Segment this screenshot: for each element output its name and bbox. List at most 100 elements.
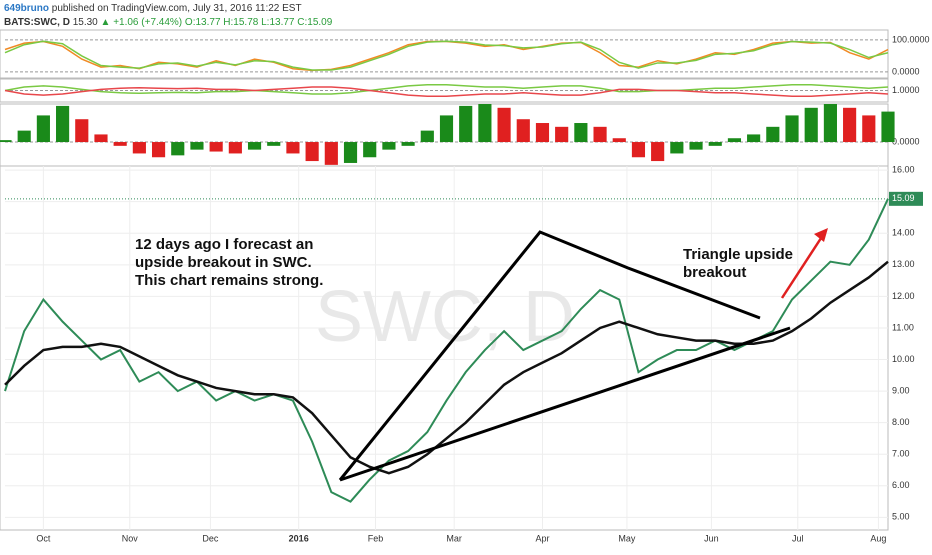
histogram-bar xyxy=(651,142,665,162)
histogram-bar xyxy=(94,134,108,143)
header: 649bruno published on TradingView.com, J… xyxy=(4,3,302,14)
histogram-bar xyxy=(267,142,281,146)
histogram-bar xyxy=(305,142,319,162)
arrow xyxy=(780,231,827,299)
annotation: breakout xyxy=(683,264,746,281)
histogram-bar xyxy=(478,104,492,143)
y-tick-label: 8.00 xyxy=(892,417,910,427)
histogram-bar xyxy=(785,115,799,143)
histogram-bar xyxy=(151,142,166,158)
watermark: SWC, D xyxy=(315,277,575,357)
histogram-bar xyxy=(727,138,742,143)
histogram-bar xyxy=(574,123,588,143)
x-tick-label: Mar xyxy=(446,533,462,543)
x-tick-label: Apr xyxy=(535,533,549,543)
histogram-bar xyxy=(56,105,70,143)
y-tick-label: 0.0000 xyxy=(892,136,920,146)
user[interactable]: 649bruno xyxy=(4,3,49,14)
histogram-bar xyxy=(286,142,300,154)
x-tick-label: Jun xyxy=(704,533,719,543)
low: L:13.77 xyxy=(261,17,295,28)
histogram-bar xyxy=(113,142,127,146)
x-tick-label: Jul xyxy=(792,533,804,543)
x-tick-label: Dec xyxy=(202,533,219,543)
histogram-bar xyxy=(343,142,358,163)
histogram-bar xyxy=(670,142,684,154)
x-tick-label: Nov xyxy=(122,533,139,543)
histogram-bar xyxy=(516,119,530,143)
histogram-bar xyxy=(881,111,895,143)
x-tick-label: Oct xyxy=(36,533,51,543)
annotation: Triangle upside xyxy=(683,246,793,263)
last: 15.30 xyxy=(73,17,98,28)
published: published on TradingView.com, July 31, 2… xyxy=(52,3,302,14)
histogram-bar xyxy=(497,107,511,143)
last-price-box xyxy=(889,191,923,206)
change: ▲ +1.06 (+7.44%) xyxy=(101,17,183,28)
histogram-bar xyxy=(324,142,338,165)
histogram-bar xyxy=(708,142,722,146)
triangle-upper xyxy=(338,230,761,481)
histogram-bar xyxy=(593,126,607,143)
high: H:15.78 xyxy=(223,17,258,28)
series-line xyxy=(4,198,889,503)
series-line xyxy=(4,86,889,97)
y-tick-label: 6.00 xyxy=(892,480,910,490)
histogram-bar xyxy=(747,134,761,143)
histogram-bar xyxy=(382,142,396,150)
y-tick-label: 9.00 xyxy=(892,385,910,395)
triangle-lower xyxy=(339,326,791,482)
symbol: BATS:SWC, D xyxy=(4,17,70,28)
histogram-bar xyxy=(555,126,569,143)
y-tick-label: 12.00 xyxy=(892,291,915,301)
histogram-bar xyxy=(420,130,434,143)
histogram-bar xyxy=(17,130,31,143)
histogram-bar xyxy=(228,142,242,154)
panel-frame xyxy=(0,29,889,79)
histogram-bar xyxy=(689,142,703,150)
histogram-bar xyxy=(0,140,12,143)
y-tick-label: 14.00 xyxy=(892,228,915,238)
histogram-bar xyxy=(363,142,377,158)
histogram-bar xyxy=(862,115,876,143)
annotation: 12 days ago I forecast an xyxy=(135,236,313,253)
arrow-head xyxy=(814,228,828,242)
y-tick-label: 100.0000 xyxy=(892,34,930,44)
y-tick-label: 16.00 xyxy=(892,164,915,174)
last-price-label: 15.09 xyxy=(892,193,915,203)
histogram-bar xyxy=(631,142,646,158)
histogram-bar xyxy=(209,142,223,152)
histogram-bar xyxy=(247,142,262,150)
histogram-bar xyxy=(843,107,857,143)
histogram-bar xyxy=(766,126,780,143)
series-line xyxy=(4,40,889,71)
histogram-bar xyxy=(190,142,204,150)
histogram-bar xyxy=(823,104,837,143)
histogram-bar xyxy=(535,123,550,143)
panel-frame xyxy=(0,165,889,531)
symbol-line: BATS:SWC, D 15.30 ▲ +1.06 (+7.44%) O:13.… xyxy=(4,17,333,28)
y-tick-label: 10.00 xyxy=(892,354,915,364)
histogram-bar xyxy=(459,105,473,143)
open: O:13.77 xyxy=(185,17,221,28)
histogram-bar xyxy=(36,115,50,143)
histogram-bar xyxy=(804,107,818,143)
x-tick-label: May xyxy=(618,533,636,543)
y-tick-label: 11.00 xyxy=(892,322,914,332)
x-tick-label: Feb xyxy=(368,533,384,543)
y-tick-label: 7.00 xyxy=(892,449,910,459)
annotation: This chart remains strong. xyxy=(135,272,323,289)
y-tick-label: 13.00 xyxy=(892,259,915,269)
y-tick-label: 0.0000 xyxy=(892,66,920,76)
annotation: upside breakout in SWC. xyxy=(135,254,312,271)
histogram-bar xyxy=(132,142,146,154)
close: C:15.09 xyxy=(297,17,332,28)
histogram-bar xyxy=(401,142,415,146)
y-tick-label: 1.0000 xyxy=(892,85,920,95)
histogram-bar xyxy=(439,115,454,143)
series-line xyxy=(4,84,889,95)
y-tick-label: 5.00 xyxy=(892,512,910,522)
histogram-bar xyxy=(612,138,626,143)
